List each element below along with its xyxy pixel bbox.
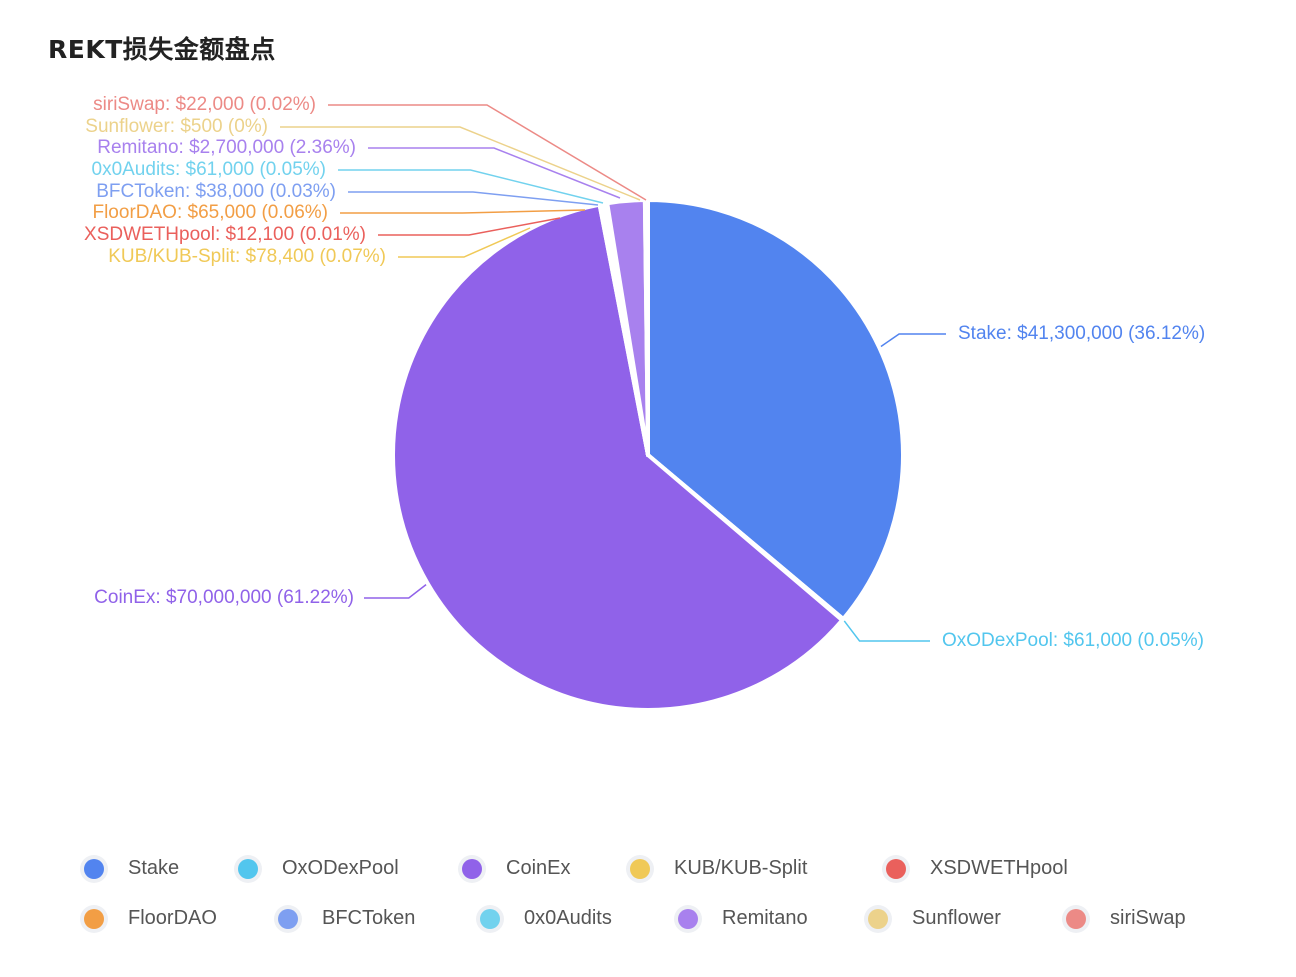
legend-label: Stake [128,857,180,879]
pie-slice-siriswap[interactable] [644,197,650,457]
leader-line-xsdwethpool [378,217,561,236]
leader-line-siriswap [328,104,647,201]
legend-marker [84,908,104,929]
legend-marker [886,858,906,879]
data-label-kub-kub-split: KUB/KUB-Split: $78,400 (0.07%) [108,246,386,267]
legend-item-coinex[interactable]: CoinEx [462,857,570,880]
legend-item-0x0audits[interactable]: 0x0Audits [480,907,612,930]
data-label-oxodexpool: OxODexPool: $61,000 (0.05%) [942,630,1204,651]
legend-label: BFCToken [322,907,416,929]
legend-label: Sunflower [912,907,1001,929]
leader-line-bfctoken [348,191,599,206]
leader-line-sunflower [280,126,641,201]
data-label-xsdwethpool: XSDWETHpool: $12,100 (0.01%) [84,224,366,245]
legend-marker [480,908,500,929]
legend-label: XSDWETHpool [930,857,1068,879]
legend-item-kub-kub-split[interactable]: KUB/KUB-Split [630,857,807,880]
legend-item-bfctoken[interactable]: BFCToken [278,907,415,930]
legend-marker [1066,908,1086,929]
legend-marker [462,858,482,879]
legend-item-oxodexpool[interactable]: OxODexPool [238,857,399,880]
pie-slice-coinex[interactable] [391,202,845,712]
leader-line-coinex [364,584,427,599]
pie-slice-stake[interactable] [646,198,905,622]
legend-item-sunflower[interactable]: Sunflower [868,907,1001,930]
legend-label: Remitano [722,907,808,929]
data-label-sunflower: Sunflower: $500 (0%) [85,116,268,137]
legend-marker [84,858,104,879]
legend-item-xsdwethpool[interactable]: XSDWETHpool [886,857,1068,880]
legend-label: OxODexPool [282,857,399,879]
legend-label: KUB/KUB-Split [674,857,808,879]
legend-label: siriSwap [1110,907,1186,929]
leader-line-stake [880,333,946,348]
leader-line-oxodexpool [843,620,930,642]
legend-label: 0x0Audits [524,907,612,929]
data-label-bfctoken: BFCToken: $38,000 (0.03%) [96,181,336,202]
data-label-0x0audits: 0x0Audits: $61,000 (0.05%) [92,159,327,180]
leader-line-kub-kub-split [398,227,531,258]
leader-line-0x0audits [338,169,604,204]
legend-marker [238,858,258,879]
data-label-siriswap: siriSwap: $22,000 (0.02%) [93,94,316,115]
leader-line-remitano [368,147,621,199]
legend-marker [278,908,298,929]
legend-item-floordao[interactable]: FloorDAO [84,907,217,930]
legend-label: FloorDAO [128,907,217,929]
legend-item-remitano[interactable]: Remitano [678,907,808,930]
data-label-stake: Stake: $41,300,000 (36.12%) [958,323,1205,344]
data-label-floordao: FloorDAO: $65,000 (0.06%) [92,202,328,223]
legend-item-stake[interactable]: Stake [84,857,179,880]
leader-line-floordao [340,209,586,214]
data-label-coinex: CoinEx: $70,000,000 (61.22%) [94,587,354,608]
legend-marker [630,858,650,879]
chart-title: REKT损失金额盘点 [48,35,276,64]
legend-item-siriswap[interactable]: siriSwap [1066,907,1186,930]
legend-marker [868,908,888,929]
legend-marker [678,908,698,929]
legend-label: CoinEx [506,857,571,879]
data-label-remitano: Remitano: $2,700,000 (2.36%) [97,137,356,158]
